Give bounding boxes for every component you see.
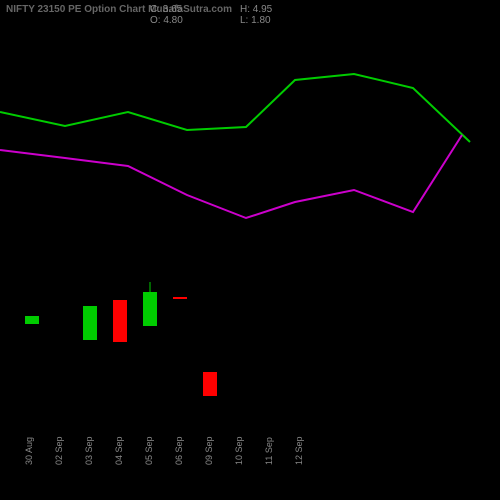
x-axis-label: 03 Sep [84, 436, 94, 465]
x-axis-label: 09 Sep [204, 436, 214, 465]
open-price: O: 4.80 [150, 15, 240, 26]
x-axis-label: 05 Sep [144, 436, 154, 465]
ohlc-block: C: 3.65 H: 4.95 O: 4.80 L: 1.80 [150, 4, 330, 26]
x-axis-label: 11 Sep [264, 437, 274, 465]
x-axis-label: 12 Sep [294, 436, 304, 465]
chart-svg: 30 Aug 02 Sep 03 Sep 04 Sep 05 Sep 06 Sep 09 S… [0, 0, 500, 500]
x-axis-label: 30 Aug [24, 437, 34, 465]
high-price: H: 4.95 [240, 4, 330, 15]
low-price: L: 1.80 [240, 15, 330, 26]
candle [83, 306, 97, 340]
chart-container: 30 Aug 02 Sep 03 Sep 04 Sep 05 Sep 06 Sep 09 S… [0, 0, 500, 500]
candle [143, 292, 157, 326]
x-axis-label: 04 Sep [114, 436, 124, 465]
close-price: C: 3.65 [150, 4, 240, 15]
candle [203, 372, 217, 396]
candle [113, 300, 127, 342]
candle [25, 316, 39, 324]
x-axis-label: 02 Sep [54, 436, 64, 465]
x-axis-label: 10 Sep [234, 436, 244, 465]
x-axis-label: 06 Sep [174, 436, 184, 465]
